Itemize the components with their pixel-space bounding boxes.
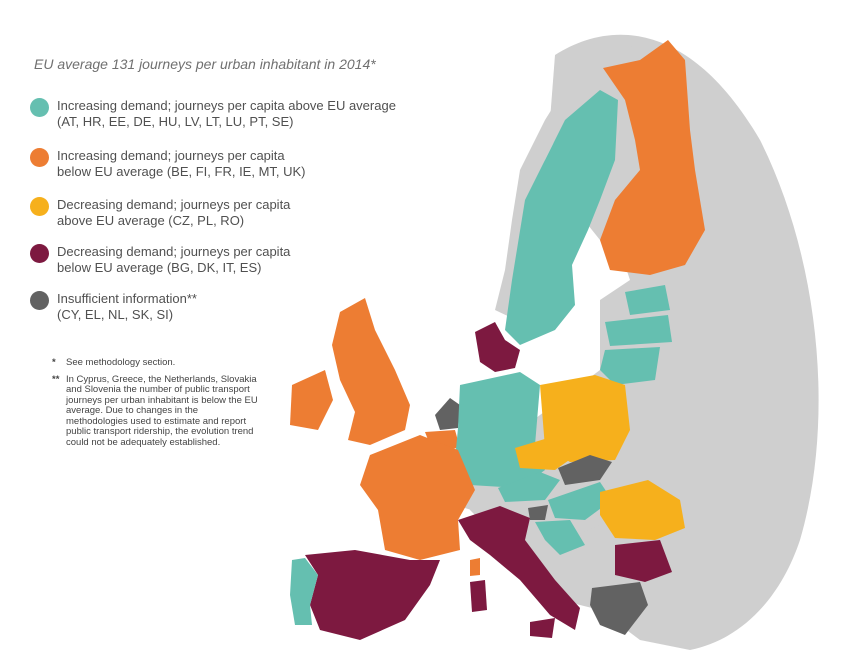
footnote-mark: ** xyxy=(52,373,60,385)
legend-item-decreasing-above: Decreasing demand; journeys per capita a… xyxy=(30,197,290,229)
bulgaria xyxy=(615,540,672,582)
legend-item-insufficient: Insufficient information** (CY, EL, NL, … xyxy=(30,291,197,323)
greece xyxy=(590,582,648,635)
romania xyxy=(600,480,685,540)
legend-swatch-yellow xyxy=(30,197,49,216)
slovenia xyxy=(528,505,548,520)
legend-label-line1: Increasing demand; journeys per capita a… xyxy=(57,98,396,113)
legend-item-increasing-below: Increasing demand; journeys per capita b… xyxy=(30,148,306,180)
legend-label-line2: below EU average (BG, DK, IT, ES) xyxy=(57,260,262,275)
legend-label: Insufficient information** (CY, EL, NL, … xyxy=(57,291,197,323)
hungary xyxy=(548,482,612,520)
legend-label: Increasing demand; journeys per capita b… xyxy=(57,148,306,180)
map-title: EU average 131 journeys per urban inhabi… xyxy=(34,56,376,72)
footnotes: * See methodology section. ** In Cyprus,… xyxy=(52,357,262,454)
legend-item-decreasing-below: Decreasing demand; journeys per capita b… xyxy=(30,244,290,276)
croatia xyxy=(535,520,585,555)
latvia xyxy=(605,315,672,346)
corsica xyxy=(470,558,480,576)
lithuania xyxy=(600,347,660,385)
legend-label-line2: below EU average (BE, FI, FR, IE, MT, UK… xyxy=(57,164,306,179)
legend-swatch-maroon xyxy=(30,244,49,263)
footnote-text: In Cyprus, Greece, the Netherlands, Slov… xyxy=(66,373,258,448)
sardinia xyxy=(470,580,487,612)
united-kingdom xyxy=(332,298,410,445)
footnote-text: See methodology section. xyxy=(66,357,176,368)
portugal xyxy=(290,558,318,625)
sicily xyxy=(530,618,555,638)
legend-label-line1: Insufficient information** xyxy=(57,291,197,306)
footnote-mark: * xyxy=(52,357,56,368)
austria xyxy=(498,472,560,502)
legend-swatch-teal xyxy=(30,98,49,117)
poland xyxy=(540,375,630,462)
norway xyxy=(495,45,650,318)
france xyxy=(360,435,475,560)
legend-label-line1: Increasing demand; journeys per capita xyxy=(57,148,285,163)
ireland xyxy=(290,370,333,430)
legend-label-line1: Decreasing demand; journeys per capita xyxy=(57,197,291,212)
slovakia xyxy=(558,455,612,485)
legend-label-line2: (AT, HR, EE, DE, HU, LV, LT, LU, PT, SE) xyxy=(57,114,294,129)
footnote: ** In Cyprus, Greece, the Netherlands, S… xyxy=(52,373,262,449)
footnote: * See methodology section. xyxy=(52,357,262,369)
italy xyxy=(458,506,580,630)
legend-item-increasing-above: Increasing demand; journeys per capita a… xyxy=(30,98,396,130)
estonia xyxy=(625,285,670,315)
legend-label-line1: Decreasing demand; journeys per capita xyxy=(57,244,291,259)
legend-label: Increasing demand; journeys per capita a… xyxy=(57,98,396,130)
legend-swatch-dark-gray xyxy=(30,291,49,310)
spain xyxy=(305,550,440,640)
legend-swatch-orange xyxy=(30,148,49,167)
sweden xyxy=(505,90,618,345)
denmark xyxy=(475,322,520,372)
czechia xyxy=(515,438,575,470)
legend-label: Decreasing demand; journeys per capita a… xyxy=(57,197,290,229)
finland xyxy=(600,40,705,275)
legend-label: Decreasing demand; journeys per capita b… xyxy=(57,244,290,276)
legend-label-line2: (CY, EL, NL, SK, SI) xyxy=(57,307,174,322)
legend-label-line2: above EU average (CZ, PL, RO) xyxy=(57,213,245,228)
germany xyxy=(455,372,545,488)
netherlands xyxy=(435,398,460,430)
